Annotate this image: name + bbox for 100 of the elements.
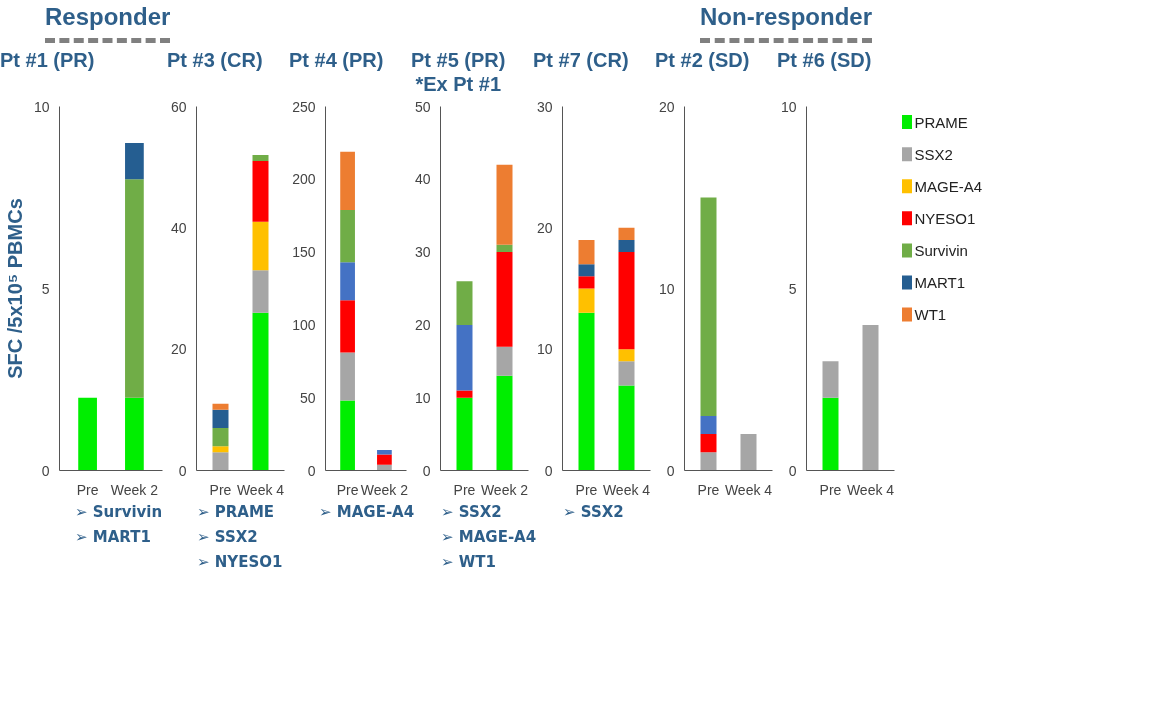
- bar: [496, 375, 513, 471]
- bar: [340, 400, 355, 471]
- bar: [212, 428, 229, 447]
- x-tick-label: Pre: [575, 481, 598, 498]
- y-tick-label: 5: [788, 280, 797, 297]
- bar: [377, 454, 392, 465]
- bar: [125, 397, 144, 471]
- y-tick-label: 10: [536, 341, 553, 358]
- bar: [700, 452, 717, 471]
- y-tick-label: 20: [536, 219, 553, 236]
- bar: [496, 346, 513, 376]
- bar: [578, 312, 595, 471]
- legend-label: SSX2: [914, 145, 953, 163]
- bar: [456, 397, 473, 471]
- y-tick-label: 10: [33, 98, 50, 115]
- y-tick-label: 100: [292, 316, 316, 333]
- text: ➢ SSX2: [197, 528, 258, 546]
- chart-subtitle: Responder: [45, 0, 171, 44]
- legend-label: WT1: [914, 306, 947, 324]
- y-tick-label: 200: [292, 171, 316, 188]
- x-tick-label: Week 4: [236, 481, 285, 498]
- chart-subtitle: Non-responder: [700, 0, 873, 44]
- bar: [578, 239, 595, 265]
- x-tick-label: Week 4: [602, 481, 651, 498]
- y-tick-label: 5: [41, 280, 50, 297]
- bar: [862, 324, 879, 471]
- legend-label: MAGE-A4: [914, 177, 983, 195]
- y-tick-label: 60: [170, 98, 187, 115]
- bar: [252, 221, 269, 271]
- y-tick-label: 0: [666, 462, 675, 479]
- x-tick-label: Pre: [209, 481, 232, 498]
- bar: [340, 300, 355, 353]
- y-tick-label: 250: [292, 98, 316, 115]
- x-tick-label: Pre: [453, 481, 476, 498]
- y-tick-label: 0: [41, 462, 50, 479]
- text: ➢ NYESO1: [197, 553, 283, 571]
- bar: [578, 276, 595, 289]
- text: ➢ MART1: [75, 528, 151, 546]
- text: ➢ SSX2: [562, 502, 624, 523]
- chart-title: Pt #5 (PR) *Ex Pt #1: [411, 48, 506, 96]
- bar: [212, 446, 229, 453]
- bar: [618, 361, 635, 386]
- bar: [125, 179, 144, 398]
- bar: [496, 252, 513, 347]
- x-tick-label: Week 2: [480, 481, 529, 498]
- text: ➢ Survivin: [75, 503, 163, 521]
- bar: [340, 151, 355, 210]
- x-tick-label: Week 4: [724, 481, 773, 498]
- bar: [377, 450, 392, 455]
- x-tick-label: Pre: [819, 481, 842, 498]
- bar: [252, 312, 269, 471]
- bar: [618, 239, 635, 253]
- y-tick-label: 50: [414, 98, 431, 115]
- bar: [618, 252, 635, 350]
- x-tick-label: Pre: [336, 481, 359, 498]
- bar: [212, 409, 229, 429]
- bar: [700, 197, 717, 416]
- text: ➢ MAGE-A4: [318, 502, 415, 523]
- x-tick-label: Pre: [697, 481, 720, 498]
- y-tick-label: 10: [780, 98, 797, 115]
- y-tick-label: 30: [536, 98, 553, 115]
- text: ➢ PRAME: [197, 503, 275, 521]
- y-tick-label: 20: [658, 98, 675, 115]
- y-tick-label: 50: [299, 389, 316, 406]
- x-tick-label: Pre: [76, 481, 99, 498]
- bar: [340, 262, 355, 301]
- bar: [125, 142, 144, 180]
- bar: [740, 434, 757, 471]
- bar: [822, 397, 839, 471]
- bar: [822, 361, 839, 398]
- y-tick-label: 0: [307, 462, 316, 479]
- y-tick-label: 40: [414, 171, 431, 188]
- bar: [496, 244, 513, 253]
- chart-title: Pt #1 (PR): [0, 48, 95, 72]
- text: ➢ SSX2: [441, 503, 502, 521]
- x-tick-label: Week 2: [360, 481, 409, 498]
- text: ➢ WT1: [441, 553, 497, 571]
- y-tick-label: 0: [178, 462, 187, 479]
- chart-title: Pt #2 (SD): [655, 48, 750, 72]
- bar: [618, 227, 635, 240]
- y-axis-title: SFC /5x10⁵ PBMCs: [3, 198, 26, 379]
- legend-label: PRAME: [914, 113, 968, 131]
- y-tick-label: 150: [292, 244, 316, 261]
- bar: [252, 155, 269, 162]
- bar: [456, 390, 473, 398]
- y-tick-label: 30: [414, 244, 431, 261]
- y-tick-label: 10: [414, 389, 431, 406]
- y-tick-label: 20: [414, 316, 431, 333]
- chart-title: Pt #4 (PR): [289, 48, 384, 72]
- y-tick-label: 40: [170, 219, 187, 236]
- y-tick-label: 0: [544, 462, 553, 479]
- chart-title: Pt #7 (CR): [533, 48, 629, 72]
- x-tick-label: Week 4: [846, 481, 895, 498]
- bar: [618, 385, 635, 471]
- bar: [252, 161, 269, 222]
- bar: [618, 349, 635, 362]
- y-tick-label: 20: [170, 341, 187, 358]
- bar: [340, 352, 355, 401]
- legend-label: NYESO1: [914, 209, 976, 227]
- text: ➢ MAGE-A4: [441, 528, 537, 546]
